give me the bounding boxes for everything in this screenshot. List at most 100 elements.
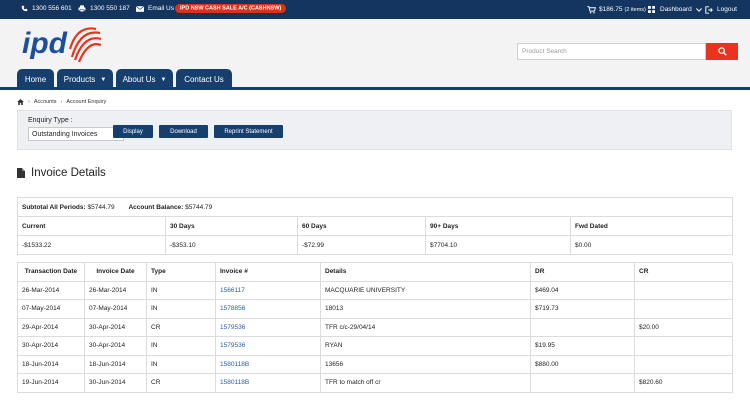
invoice-dr: $719.73 [530, 299, 635, 319]
dashboard-menu[interactable]: Dashboard [648, 0, 702, 19]
col-invoice-number[interactable]: Invoice # [215, 262, 321, 282]
logout-label: Logout [717, 6, 737, 13]
email-link[interactable]: Email Us [136, 5, 174, 12]
aging-value-30: -$353.10 [165, 235, 298, 255]
cart-icon [587, 5, 596, 13]
aging-header-30: 30 Days [165, 216, 298, 236]
transaction-date: 30-Apr-2014 [17, 336, 85, 356]
enquiry-type-select[interactable]: Outstanding Invoices ▼ [28, 127, 124, 141]
balance-value: $5744.79 [185, 203, 213, 211]
col-dr[interactable]: DR [530, 262, 635, 282]
invoice-number-link[interactable]: 1566117 [215, 280, 321, 300]
invoice-details: 13656 [320, 354, 531, 374]
invoice-date: 07-May-2014 [84, 299, 147, 319]
invoice-number-link[interactable]: 1579536 [215, 336, 321, 356]
nav-home-label: Home [24, 75, 47, 84]
invoice-details: 18013 [320, 299, 531, 319]
nav-products[interactable]: Products ▼ [57, 69, 113, 90]
account-badge-label: IPD NSW CASH SALE A/C (CASHNSW) [175, 3, 287, 13]
aging-value-row: -$1533.22 -$353.10 -$72.99 $7704.10 $0.0… [17, 235, 733, 255]
aging-value-90: $7704.10 [425, 235, 571, 255]
enquiry-type-label: Enquiry Type : [28, 117, 73, 124]
invoice-dr: $469.04 [530, 280, 635, 300]
invoice-cr: $820.60 [634, 373, 733, 393]
account-badge[interactable]: IPD NSW CASH SALE A/C (CASHNSW) [175, 3, 287, 13]
page-title: Invoice Details [17, 167, 106, 179]
search-button[interactable] [706, 43, 738, 60]
col-transaction-date[interactable]: Transaction Date [17, 262, 85, 282]
top-bar: 1300 556 601 1300 550 187 Email Us IPD N… [0, 0, 750, 19]
phone-icon [21, 5, 28, 12]
chevron-down-icon [695, 7, 702, 12]
invoice-number-link[interactable]: 1578856 [215, 299, 321, 319]
invoice-cr [634, 336, 733, 356]
logout-link[interactable]: Logout [705, 0, 737, 19]
balance-label: Account Balance: [128, 203, 184, 211]
display-button[interactable]: Display [113, 125, 153, 138]
invoice-number-link[interactable]: 1580118B [215, 354, 321, 374]
breadcrumb-accounts[interactable]: Accounts [33, 99, 57, 105]
invoice-date: 30-Jun-2014 [84, 373, 147, 393]
col-cr[interactable]: CR [634, 262, 733, 282]
ipd-logo[interactable]: ipd [22, 27, 102, 69]
fax-icon [78, 5, 86, 12]
invoice-dr: $19.95 [530, 336, 635, 356]
page-title-text: Invoice Details [31, 167, 106, 179]
nav-contact-us[interactable]: Contact Us [176, 69, 232, 90]
nav-about-us[interactable]: About Us ▼ [116, 69, 173, 90]
aging-value-current: -$1533.22 [17, 235, 166, 255]
fax-link[interactable]: 1300 550 187 [78, 5, 130, 12]
invoice-details: RYAN [320, 336, 531, 356]
cart-link[interactable]: $186.75 (2 items) [587, 0, 646, 19]
site-header: ipd Product Search Home Products ▼ About… [0, 19, 750, 90]
fax-number: 1300 550 187 [90, 5, 130, 12]
invoice-number-link[interactable]: 1579536 [215, 317, 321, 337]
invoice-cr [634, 299, 733, 319]
invoice-details: TFR to match off cr [320, 373, 531, 393]
table-row: 07-May-2014 07-May-2014 IN 1578856 18013… [17, 299, 733, 319]
table-row: 26-Mar-2014 26-Mar-2014 IN 1566117 MACQU… [17, 280, 733, 300]
home-icon[interactable] [17, 99, 24, 105]
table-row: 29-Apr-2014 30-Apr-2014 CR 1579536 TFR c… [17, 317, 733, 337]
email-label: Email Us [148, 5, 175, 12]
dashboard-label: Dashboard [660, 6, 692, 13]
search-placeholder: Product Search [522, 48, 567, 55]
reprint-statement-button[interactable]: Reprint Statement [214, 125, 283, 138]
invoice-cr: $20.00 [634, 317, 733, 337]
summary-table: Subtotal All Periods: $5744.79 Account B… [17, 197, 733, 255]
invoice-type: IN [146, 299, 216, 319]
invoice-date: 26-Mar-2014 [84, 280, 147, 300]
transaction-date: 26-Mar-2014 [17, 280, 85, 300]
aging-value-fwd: $0.00 [570, 235, 733, 255]
invoice-type: CR [146, 373, 216, 393]
transaction-date: 18-Jun-2014 [17, 354, 85, 374]
invoice-type: IN [146, 354, 216, 374]
nav-about-label: About Us [122, 75, 156, 84]
invoice-number-link[interactable]: 1580118B [215, 373, 321, 393]
col-type[interactable]: Type [146, 262, 216, 282]
nav-home[interactable]: Home [17, 69, 54, 90]
enquiry-type-value: Outstanding Invoices [32, 130, 98, 138]
chevron-down-icon: ▼ [100, 76, 107, 83]
aging-value-60: -$72.99 [297, 235, 426, 255]
phone-link[interactable]: 1300 556 601 [21, 5, 72, 12]
table-row: 18-Jun-2014 18-Jun-2014 IN 1580118B 1365… [17, 354, 733, 374]
summary-totals-row: Subtotal All Periods: $5744.79 Account B… [17, 197, 733, 217]
logo-text: ipd [22, 27, 68, 60]
invoice-dr [530, 317, 635, 337]
invoice-details: MACQUARIE UNIVERSITY [320, 280, 531, 300]
nav-products-label: Products [63, 75, 96, 84]
invoice-type: IN [146, 336, 216, 356]
transaction-date: 29-Apr-2014 [17, 317, 85, 337]
breadcrumb-account-enquiry: Account Enquiry [66, 99, 107, 105]
col-details[interactable]: Details [320, 262, 531, 282]
aging-header-fwd: Fwd Dated [570, 216, 733, 236]
display-button-label: Display [123, 128, 143, 135]
invoice-date: 30-Apr-2014 [84, 317, 147, 337]
document-icon [17, 168, 25, 178]
invoice-table: Transaction Date Invoice Date Type Invoi… [17, 262, 733, 393]
breadcrumb-separator: › [28, 99, 30, 105]
col-invoice-date[interactable]: Invoice Date [84, 262, 147, 282]
download-button[interactable]: Download [159, 125, 208, 138]
product-search-input[interactable]: Product Search [517, 43, 706, 60]
